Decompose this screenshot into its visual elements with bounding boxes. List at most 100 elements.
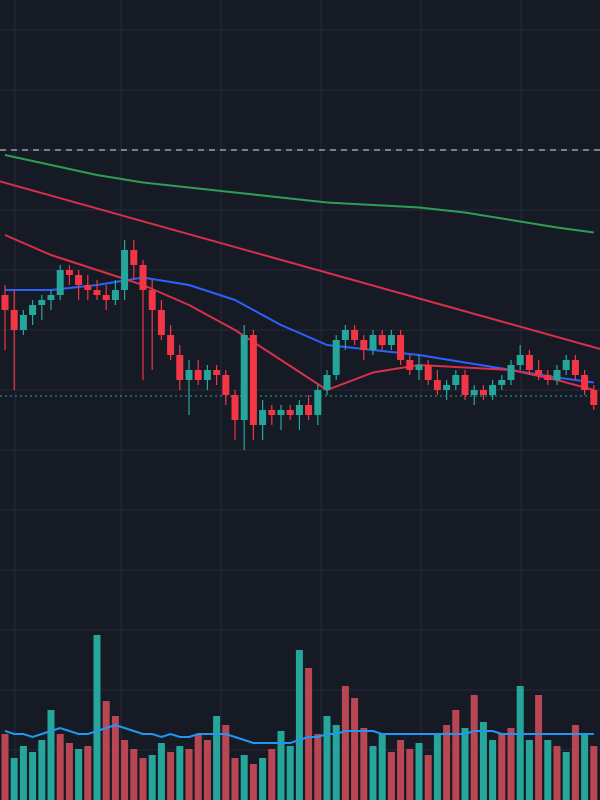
candle-body bbox=[479, 390, 487, 395]
volume-bar bbox=[433, 734, 441, 800]
volume-bar bbox=[139, 758, 147, 800]
volume-bar bbox=[581, 734, 589, 800]
candle-body bbox=[406, 360, 414, 370]
candle-body bbox=[323, 375, 331, 390]
candle-body bbox=[75, 275, 83, 285]
volume-bar bbox=[259, 758, 267, 800]
volume-bar bbox=[47, 710, 55, 800]
volume-bar bbox=[84, 746, 92, 800]
candle-body bbox=[387, 335, 395, 345]
candle-body bbox=[249, 335, 257, 425]
volume-bar bbox=[323, 716, 331, 800]
volume-bar bbox=[507, 728, 515, 800]
volume-bar bbox=[10, 758, 18, 800]
volume-bar bbox=[111, 716, 119, 800]
candle-body bbox=[369, 335, 377, 350]
candle-body bbox=[259, 410, 267, 425]
candle-body bbox=[10, 310, 18, 330]
volume-bar bbox=[295, 650, 303, 800]
volume-bar bbox=[305, 668, 313, 800]
candle-body bbox=[111, 290, 119, 300]
candle-body bbox=[29, 305, 37, 315]
candle-body bbox=[498, 380, 506, 385]
candle-body bbox=[378, 335, 386, 345]
candle-body bbox=[507, 365, 515, 380]
volume-bar bbox=[562, 752, 570, 800]
volume-bar bbox=[553, 746, 561, 800]
volume-bar bbox=[249, 764, 257, 800]
candle-body bbox=[553, 370, 561, 380]
candle-body bbox=[157, 310, 165, 335]
volume-bar bbox=[185, 749, 193, 800]
candle-body bbox=[102, 295, 110, 300]
candle-body bbox=[268, 410, 276, 415]
volume-bar bbox=[452, 710, 460, 800]
candle-body bbox=[295, 405, 303, 415]
volume-bar bbox=[194, 734, 202, 800]
candle-body bbox=[185, 370, 193, 380]
candle-body bbox=[332, 340, 340, 375]
candle-body bbox=[415, 365, 423, 370]
volume-bar bbox=[75, 749, 83, 800]
candle-body bbox=[461, 375, 469, 395]
candle-body bbox=[139, 265, 147, 290]
candle-body bbox=[489, 385, 497, 395]
volume-bar bbox=[29, 752, 37, 800]
volume-bar bbox=[157, 743, 165, 800]
volume-bar bbox=[424, 755, 432, 800]
volume-bar bbox=[590, 746, 598, 800]
candle-body bbox=[581, 375, 589, 390]
candle-body bbox=[470, 390, 478, 395]
candle-body bbox=[84, 285, 92, 290]
candle-body bbox=[240, 335, 248, 420]
candle-body bbox=[19, 315, 27, 330]
candle-body bbox=[176, 355, 184, 380]
volume-bar bbox=[56, 734, 64, 800]
candle-body bbox=[535, 370, 543, 375]
candle-body bbox=[93, 290, 101, 295]
volume-bar bbox=[213, 716, 221, 800]
candle-body bbox=[571, 360, 579, 375]
candle-body bbox=[222, 375, 230, 395]
candle-body bbox=[305, 405, 313, 415]
volume-bar bbox=[167, 752, 175, 800]
volume-bar bbox=[571, 725, 579, 800]
candle-body bbox=[314, 390, 322, 415]
volume-bar bbox=[148, 755, 156, 800]
candle-body bbox=[433, 380, 441, 390]
candle-body bbox=[452, 375, 460, 385]
volume-bar bbox=[397, 740, 405, 800]
volume-bar bbox=[222, 725, 230, 800]
candle-body bbox=[277, 410, 285, 415]
volume-bar bbox=[121, 740, 129, 800]
volume-bar bbox=[415, 743, 423, 800]
candle-body bbox=[562, 360, 570, 370]
candle-body bbox=[341, 330, 349, 340]
volume-bar bbox=[535, 695, 543, 800]
volume-bar bbox=[286, 746, 294, 800]
candle-body bbox=[286, 410, 294, 415]
volume-bar bbox=[203, 740, 211, 800]
volume-bar bbox=[19, 746, 27, 800]
candle-body bbox=[231, 395, 239, 420]
volume-bar bbox=[277, 731, 285, 800]
candle-body bbox=[130, 250, 138, 265]
volume-bar bbox=[268, 749, 276, 800]
volume-bar bbox=[176, 746, 184, 800]
volume-bar bbox=[231, 758, 239, 800]
candle-body bbox=[360, 340, 368, 350]
volume-bar bbox=[516, 686, 524, 800]
volume-bar bbox=[406, 749, 414, 800]
candle-body bbox=[516, 355, 524, 365]
volume-bar bbox=[443, 725, 451, 800]
volume-bar bbox=[360, 728, 368, 800]
volume-bar bbox=[525, 740, 533, 800]
volume-bar bbox=[369, 746, 377, 800]
volume-bar bbox=[38, 740, 46, 800]
volume-bar bbox=[378, 734, 386, 800]
candle-body bbox=[56, 270, 64, 295]
candle-body bbox=[443, 385, 451, 390]
candle-body bbox=[424, 365, 432, 380]
